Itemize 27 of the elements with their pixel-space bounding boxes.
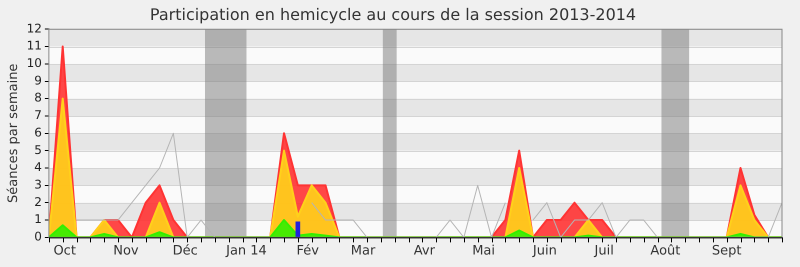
x-tick-label: Déc [172, 244, 198, 259]
y-tick-label: 1 [34, 212, 42, 226]
x-tick-label: Juin [532, 244, 557, 259]
x-tick-label: Avr [414, 244, 436, 259]
y-axis-title: Séances par semaine [6, 64, 22, 204]
y-tick-label: 7 [34, 108, 42, 122]
x-tick-label: Sept [712, 244, 742, 259]
y-tick-label: 4 [34, 160, 42, 174]
x-tick-label: Mar [350, 244, 376, 259]
y-tick-label: 0 [34, 230, 42, 244]
y-tick-label: 8 [34, 90, 42, 105]
x-tick-label: Mai [472, 244, 496, 259]
y-tick-label: 6 [34, 125, 42, 140]
chart-title: Participation en hemicycle au cours de la session 2013-2014 [150, 4, 636, 24]
y-tick-label: 2 [34, 194, 42, 209]
x-tick-label: Juil [594, 244, 614, 259]
x-tick-label: Août [650, 244, 680, 259]
y-tick-label: 5 [34, 142, 42, 157]
y-tick-label: 11 [26, 38, 42, 53]
y-tick-label: 10 [26, 56, 42, 70]
x-tick-label: Jan 14 [225, 244, 267, 259]
y-tick-label: 9 [34, 73, 42, 88]
x-tick-label: Fév [296, 244, 320, 259]
y-tick-label: 12 [26, 21, 42, 36]
y-tick-label: 3 [34, 177, 42, 192]
x-tick-label: Oct [53, 244, 76, 259]
x-tick-label: Nov [113, 244, 139, 259]
